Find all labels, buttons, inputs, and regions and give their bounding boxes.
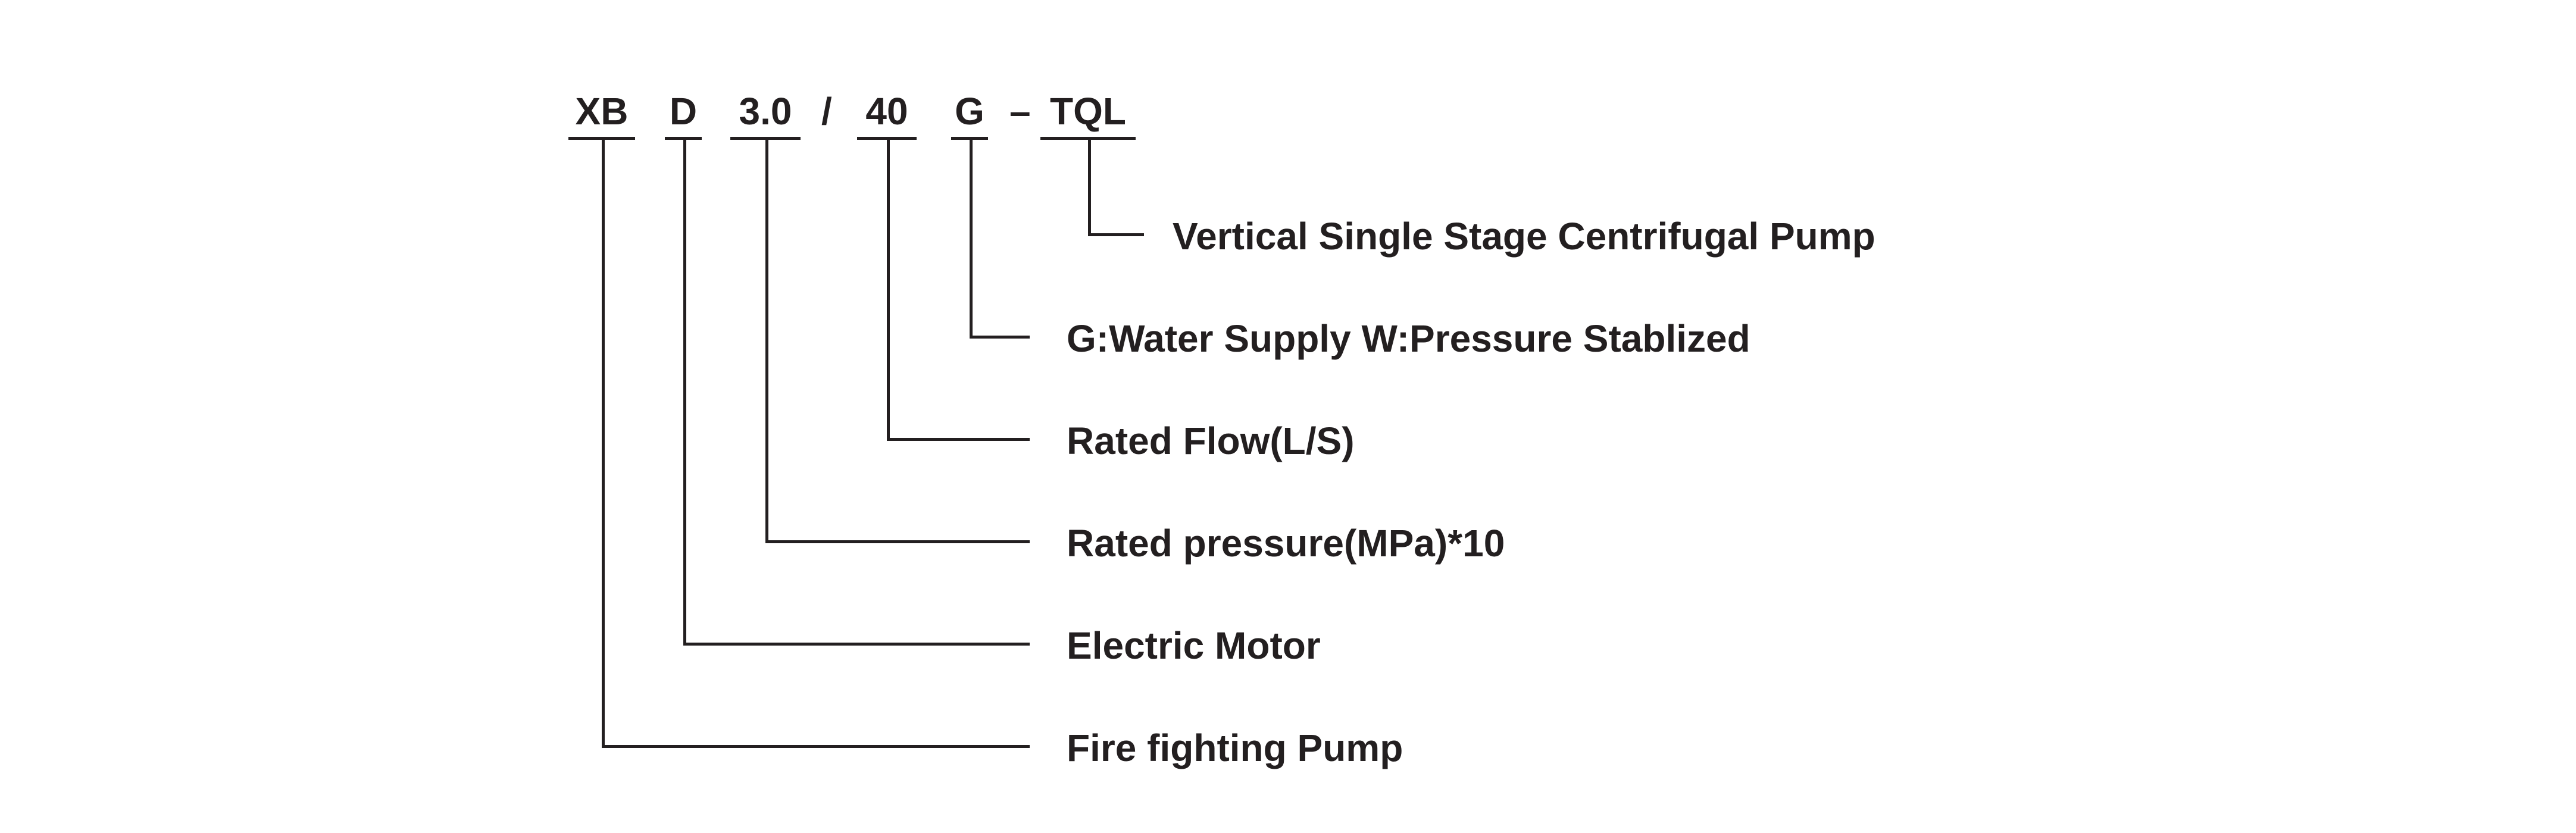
leader-horizontal-40 xyxy=(887,438,1030,441)
desc-text-d: Electric Motor xyxy=(1067,624,1321,667)
code-text-40: 40 xyxy=(865,90,908,133)
code-segment-30: 3.0 xyxy=(730,89,801,133)
desc-label-g: G:Water Supply W:Pressure Stablized xyxy=(1067,317,1750,361)
model-code-diagram: XB D 3.0 / 40 G – TQL Vertical Single St… xyxy=(0,0,2576,833)
leader-vertical-d xyxy=(683,140,686,643)
code-segment-g: G xyxy=(951,89,988,133)
leader-vertical-g xyxy=(970,140,973,336)
desc-label-tql: Vertical Single Stage Centrifugal Pump xyxy=(1173,214,1875,258)
desc-text-30: Rated pressure(MPa)*10 xyxy=(1067,522,1505,565)
code-text-30: 3.0 xyxy=(739,90,792,133)
leader-horizontal-tql xyxy=(1088,233,1144,236)
code-text-tql: TQL xyxy=(1050,90,1126,133)
leader-vertical-xb xyxy=(602,140,605,745)
leader-horizontal-xb xyxy=(602,745,1030,748)
desc-text-tql: Vertical Single Stage Centrifugal Pump xyxy=(1173,215,1875,258)
desc-label-xb: Fire fighting Pump xyxy=(1067,726,1403,770)
code-segment-d: D xyxy=(665,89,702,133)
desc-label-30: Rated pressure(MPa)*10 xyxy=(1067,521,1505,565)
desc-label-d: Electric Motor xyxy=(1067,624,1321,668)
code-text-d: D xyxy=(670,90,697,133)
leader-vertical-40 xyxy=(887,140,890,438)
code-text-xb: XB xyxy=(576,90,629,133)
desc-text-40: Rated Flow(L/S) xyxy=(1067,419,1355,462)
desc-text-g: G:Water Supply W:Pressure Stablized xyxy=(1067,317,1750,360)
code-separator-dash: – xyxy=(1009,89,1031,133)
desc-label-40: Rated Flow(L/S) xyxy=(1067,419,1355,463)
code-segment-xb: XB xyxy=(568,89,635,133)
code-segment-40: 40 xyxy=(857,89,917,133)
code-separator-dash-text: – xyxy=(1009,90,1031,133)
leader-horizontal-g xyxy=(970,336,1030,339)
code-text-g: G xyxy=(955,90,984,133)
code-separator-slash: / xyxy=(821,89,832,133)
leader-vertical-30 xyxy=(765,140,768,540)
code-separator-slash-text: / xyxy=(821,90,832,133)
code-segment-tql: TQL xyxy=(1040,89,1136,133)
desc-text-xb: Fire fighting Pump xyxy=(1067,726,1403,769)
leader-vertical-tql xyxy=(1088,140,1091,233)
leader-horizontal-30 xyxy=(765,540,1030,543)
leader-horizontal-d xyxy=(683,643,1030,646)
